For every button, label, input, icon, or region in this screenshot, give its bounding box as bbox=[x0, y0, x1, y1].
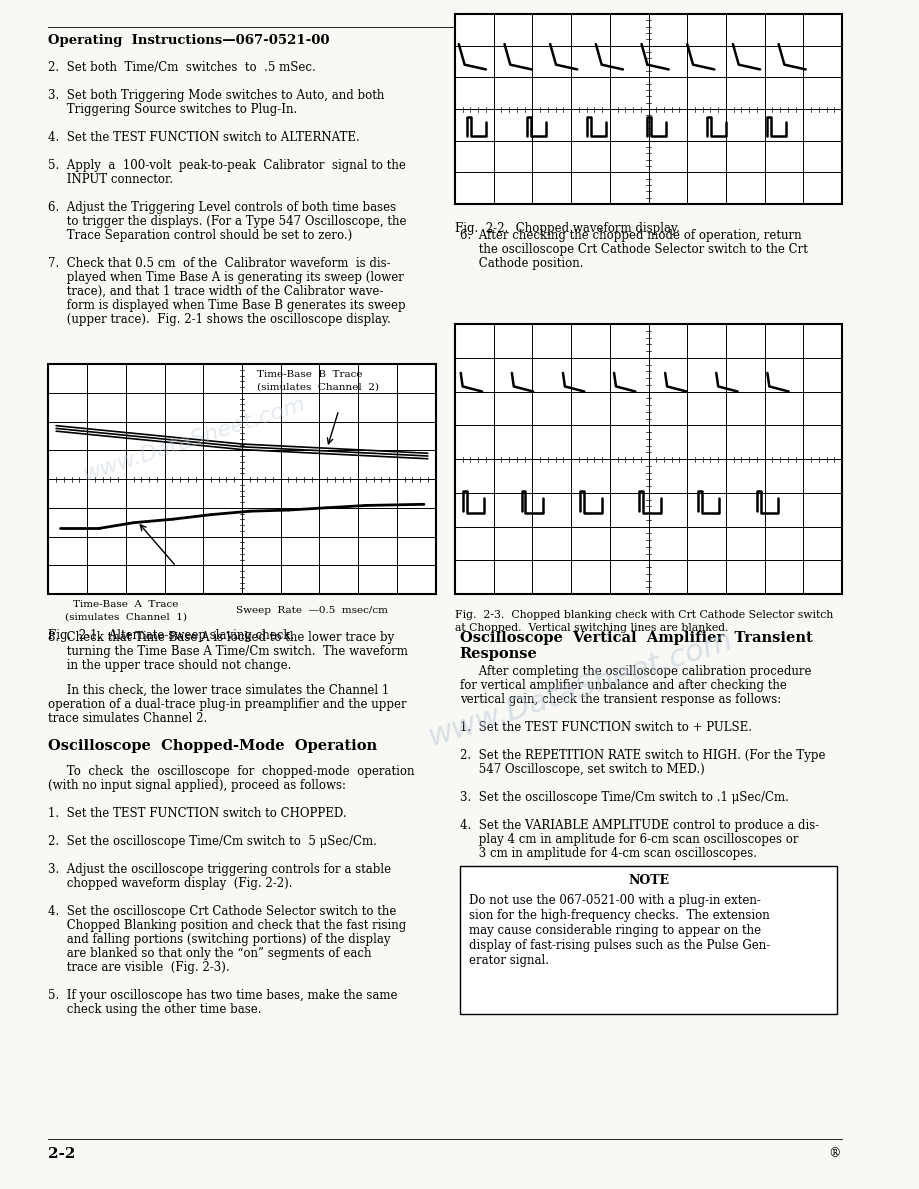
Text: (upper trace).  Fig. 2-1 shows the oscilloscope display.: (upper trace). Fig. 2-1 shows the oscill… bbox=[49, 313, 391, 326]
Text: in the upper trace should not change.: in the upper trace should not change. bbox=[49, 659, 291, 672]
Text: are blanked so that only the “on” segments of each: are blanked so that only the “on” segmen… bbox=[49, 946, 371, 960]
Text: 3.  Set both Triggering Mode switches to Auto, and both: 3. Set both Triggering Mode switches to … bbox=[49, 89, 384, 102]
Text: trace), and that 1 trace width of the Calibrator wave-: trace), and that 1 trace width of the Ca… bbox=[49, 285, 383, 298]
Text: and falling portions (switching portions) of the display: and falling portions (switching portions… bbox=[49, 933, 391, 946]
Text: display of fast-rising pulses such as the Pulse Gen-: display of fast-rising pulses such as th… bbox=[469, 939, 770, 952]
Bar bbox=[49, 364, 435, 594]
Text: Oscilloscope  Vertical  Amplifier  Transient: Oscilloscope Vertical Amplifier Transien… bbox=[460, 631, 811, 644]
Text: Trace Separation control should be set to zero.): Trace Separation control should be set t… bbox=[49, 229, 352, 243]
Text: Triggering Source switches to Plug-In.: Triggering Source switches to Plug-In. bbox=[49, 103, 298, 117]
Text: Time-Base  A  Trace: Time-Base A Trace bbox=[74, 600, 178, 609]
Text: 3.  Adjust the oscilloscope triggering controls for a stable: 3. Adjust the oscilloscope triggering co… bbox=[49, 863, 391, 876]
Text: 5.  Apply  a  100-volt  peak-to-peak  Calibrator  signal to the: 5. Apply a 100-volt peak-to-peak Calibra… bbox=[49, 159, 406, 172]
Text: NOTE: NOTE bbox=[628, 874, 668, 887]
Bar bbox=[454, 14, 841, 205]
Text: Fig.  2-2.  Chopped waveform display.: Fig. 2-2. Chopped waveform display. bbox=[454, 222, 679, 235]
Text: 2.  Set both  Time/Cm  switches  to  .5 mSec.: 2. Set both Time/Cm switches to .5 mSec. bbox=[49, 61, 316, 74]
Text: 4.  Set the oscilloscope Crt Cathode Selector switch to the: 4. Set the oscilloscope Crt Cathode Sele… bbox=[49, 905, 396, 918]
Text: 547 Oscilloscope, set switch to MED.): 547 Oscilloscope, set switch to MED.) bbox=[460, 763, 704, 776]
Text: 7.  Check that 0.5 cm  of the  Calibrator waveform  is dis-: 7. Check that 0.5 cm of the Calibrator w… bbox=[49, 257, 391, 270]
Text: Fig.  2-3.  Chopped blanking check with Crt Cathode Selector switch: Fig. 2-3. Chopped blanking check with Cr… bbox=[454, 610, 833, 619]
Text: Cathode position.: Cathode position. bbox=[460, 257, 583, 270]
Text: played when Time Base A is generating its sweep (lower: played when Time Base A is generating it… bbox=[49, 271, 403, 284]
Text: chopped waveform display  (Fig. 2-2).: chopped waveform display (Fig. 2-2). bbox=[49, 877, 292, 891]
Text: Do not use the 067-0521-00 with a plug-in exten-: Do not use the 067-0521-00 with a plug-i… bbox=[469, 894, 761, 907]
Text: INPUT connector.: INPUT connector. bbox=[49, 174, 174, 185]
Text: After completing the oscilloscope calibration procedure: After completing the oscilloscope calibr… bbox=[460, 665, 811, 678]
Text: ®: ® bbox=[827, 1147, 840, 1160]
Text: Oscilloscope  Chopped-Mode  Operation: Oscilloscope Chopped-Mode Operation bbox=[49, 740, 377, 753]
Text: 8.  Check that Time Base A is locked to the lower trace by: 8. Check that Time Base A is locked to t… bbox=[49, 631, 394, 644]
Text: Operating  Instructions—067-0521-00: Operating Instructions—067-0521-00 bbox=[49, 34, 330, 48]
Text: 6.  After checking the chopped mode of operation, return: 6. After checking the chopped mode of op… bbox=[460, 229, 800, 243]
Text: In this check, the lower trace simulates the Channel 1: In this check, the lower trace simulates… bbox=[49, 684, 390, 697]
Text: Chopped Blanking position and check that the fast rising: Chopped Blanking position and check that… bbox=[49, 919, 406, 932]
Bar bbox=[460, 866, 836, 1014]
Text: Time-Base  B  Trace: Time-Base B Trace bbox=[257, 370, 363, 379]
Text: 4.  Set the VARIABLE AMPLITUDE control to produce a dis-: 4. Set the VARIABLE AMPLITUDE control to… bbox=[460, 819, 818, 832]
Text: 2.  Set the oscilloscope Time/Cm switch to  5 μSec/Cm.: 2. Set the oscilloscope Time/Cm switch t… bbox=[49, 835, 377, 848]
Text: vertical gain, check the transient response as follows:: vertical gain, check the transient respo… bbox=[460, 693, 780, 706]
Text: check using the other time base.: check using the other time base. bbox=[49, 1004, 262, 1015]
Text: www.DataSheet.com: www.DataSheet.com bbox=[80, 394, 307, 484]
Text: (simulates  Channel  1): (simulates Channel 1) bbox=[64, 614, 187, 622]
Text: erator signal.: erator signal. bbox=[469, 954, 549, 967]
Text: play 4 cm in amplitude for 6-cm scan oscilloscopes or: play 4 cm in amplitude for 6-cm scan osc… bbox=[460, 833, 798, 847]
Text: (simulates  Channel  2): (simulates Channel 2) bbox=[257, 383, 379, 392]
Text: (with no input signal applied), proceed as follows:: (with no input signal applied), proceed … bbox=[49, 779, 346, 792]
Text: 1.  Set the TEST FUNCTION switch to CHOPPED.: 1. Set the TEST FUNCTION switch to CHOPP… bbox=[49, 807, 346, 820]
Text: for vertical amplifier unbalance and after checking the: for vertical amplifier unbalance and aft… bbox=[460, 679, 786, 692]
Text: To  check  the  oscilloscope  for  chopped-mode  operation: To check the oscilloscope for chopped-mo… bbox=[49, 765, 414, 778]
Text: 2-2: 2-2 bbox=[49, 1147, 75, 1160]
Text: 1.  Set the TEST FUNCTION switch to + PULSE.: 1. Set the TEST FUNCTION switch to + PUL… bbox=[460, 721, 751, 734]
Text: trace are visible  (Fig. 2-3).: trace are visible (Fig. 2-3). bbox=[49, 961, 230, 974]
Text: Response: Response bbox=[460, 647, 537, 661]
Text: Fig.  2-1.  Alternate-sweep slaving check.: Fig. 2-1. Alternate-sweep slaving check. bbox=[49, 629, 294, 642]
Text: may cause considerable ringing to appear on the: may cause considerable ringing to appear… bbox=[469, 924, 761, 937]
Text: turning the Time Base A Time/Cm switch.  The waveform: turning the Time Base A Time/Cm switch. … bbox=[49, 644, 408, 658]
Text: to trigger the displays. (For a Type 547 Oscilloscope, the: to trigger the displays. (For a Type 547… bbox=[49, 215, 406, 228]
Text: the oscilloscope Crt Cathode Selector switch to the Crt: the oscilloscope Crt Cathode Selector sw… bbox=[460, 243, 807, 256]
Text: 2.  Set the REPETITION RATE switch to HIGH. (For the Type: 2. Set the REPETITION RATE switch to HIG… bbox=[460, 749, 824, 762]
Text: 3 cm in amplitude for 4-cm scan oscilloscopes.: 3 cm in amplitude for 4-cm scan oscillos… bbox=[460, 847, 756, 860]
Text: trace simulates Channel 2.: trace simulates Channel 2. bbox=[49, 712, 208, 725]
Text: 3.  Set the oscilloscope Time/Cm switch to .1 μSec/Cm.: 3. Set the oscilloscope Time/Cm switch t… bbox=[460, 791, 788, 804]
Text: form is displayed when Time Base B generates its sweep: form is displayed when Time Base B gener… bbox=[49, 298, 405, 312]
Text: 4.  Set the TEST FUNCTION switch to ALTERNATE.: 4. Set the TEST FUNCTION switch to ALTER… bbox=[49, 131, 359, 144]
Text: at Chopped.  Vertical switching lines are blanked.: at Chopped. Vertical switching lines are… bbox=[454, 623, 728, 633]
Text: Sweep  Rate  —0.5  msec/cm: Sweep Rate —0.5 msec/cm bbox=[235, 606, 387, 615]
Bar bbox=[454, 323, 841, 594]
Text: operation of a dual-trace plug-in preamplifier and the upper: operation of a dual-trace plug-in preamp… bbox=[49, 698, 406, 711]
Text: www.DataSheet.com: www.DataSheet.com bbox=[425, 625, 736, 753]
Text: sion for the high-frequency checks.  The extension: sion for the high-frequency checks. The … bbox=[469, 910, 769, 921]
Text: 5.  If your oscilloscope has two time bases, make the same: 5. If your oscilloscope has two time bas… bbox=[49, 989, 397, 1002]
Text: 6.  Adjust the Triggering Level controls of both time bases: 6. Adjust the Triggering Level controls … bbox=[49, 201, 396, 214]
